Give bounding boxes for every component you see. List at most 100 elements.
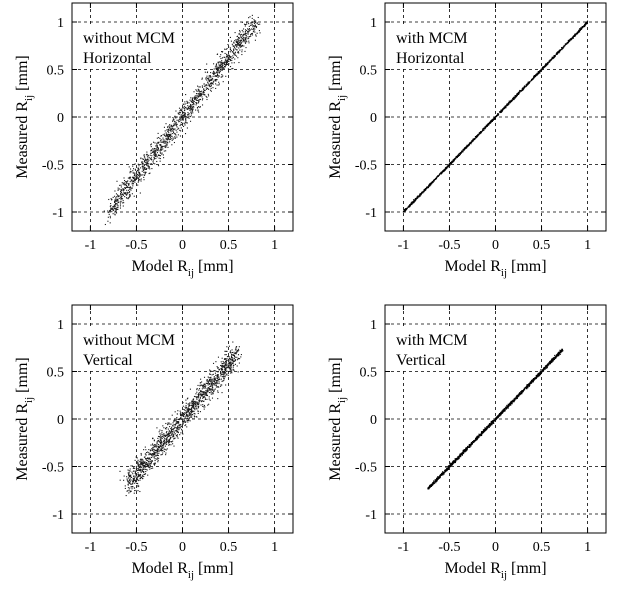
data-point xyxy=(133,178,134,179)
data-point xyxy=(227,59,228,60)
data-point xyxy=(189,116,190,117)
data-point xyxy=(166,129,167,130)
data-point xyxy=(129,172,130,173)
data-point xyxy=(199,94,200,95)
data-point xyxy=(405,210,406,211)
data-point xyxy=(134,488,135,489)
data-point xyxy=(156,458,157,459)
data-point xyxy=(146,452,147,453)
data-point xyxy=(515,95,516,96)
data-point xyxy=(231,354,232,355)
data-point xyxy=(129,472,130,473)
data-point xyxy=(162,436,163,437)
data-point xyxy=(213,63,214,64)
data-point xyxy=(211,80,212,81)
data-point xyxy=(228,51,229,52)
data-point xyxy=(167,448,168,449)
y-tick-label: 0.5 xyxy=(47,64,65,79)
data-point xyxy=(166,141,167,142)
data-point xyxy=(230,51,231,52)
data-point xyxy=(204,396,205,397)
data-point xyxy=(240,41,241,42)
data-point xyxy=(168,125,169,126)
data-point xyxy=(224,366,225,367)
data-point xyxy=(221,63,222,64)
data-point xyxy=(442,171,443,172)
data-point xyxy=(126,197,127,198)
data-point xyxy=(166,427,167,428)
data-point xyxy=(146,460,147,461)
data-point xyxy=(200,398,201,399)
data-point xyxy=(124,476,125,477)
data-point xyxy=(160,445,161,446)
data-point xyxy=(130,481,131,482)
data-point xyxy=(246,21,247,22)
data-point xyxy=(150,453,151,454)
data-point xyxy=(219,61,220,62)
data-point xyxy=(169,444,170,445)
data-point xyxy=(194,101,195,102)
data-point xyxy=(177,129,178,130)
data-point xyxy=(243,37,244,38)
data-point xyxy=(137,185,138,186)
data-point xyxy=(141,463,142,464)
data-point xyxy=(147,466,148,467)
data-point xyxy=(128,183,129,184)
data-point xyxy=(131,477,132,478)
data-point xyxy=(566,43,567,44)
data-point xyxy=(179,434,180,435)
data-point xyxy=(158,453,159,454)
data-point xyxy=(515,96,516,97)
data-point xyxy=(168,434,169,435)
data-point xyxy=(204,397,205,398)
data-point xyxy=(238,62,239,63)
data-point xyxy=(192,112,193,113)
data-point xyxy=(172,117,173,118)
data-point xyxy=(567,42,568,43)
data-point xyxy=(168,132,169,133)
data-point xyxy=(228,71,229,72)
data-point xyxy=(584,25,585,26)
data-point xyxy=(142,168,143,169)
data-point xyxy=(547,63,548,64)
data-point xyxy=(200,391,201,392)
data-point xyxy=(153,454,154,455)
data-point xyxy=(198,407,199,408)
data-point xyxy=(166,449,167,450)
data-point xyxy=(150,155,151,156)
data-point xyxy=(138,474,139,475)
data-point xyxy=(134,180,135,181)
data-point xyxy=(235,348,236,349)
data-point xyxy=(147,458,148,459)
data-point xyxy=(204,406,205,407)
data-point xyxy=(136,477,137,478)
data-point xyxy=(196,406,197,407)
data-point xyxy=(172,128,173,129)
data-point xyxy=(441,172,442,173)
data-point xyxy=(164,146,165,147)
data-point xyxy=(166,444,167,445)
data-point xyxy=(168,441,169,442)
panel-annotation: Horizontal xyxy=(83,50,152,67)
data-point xyxy=(143,461,144,462)
data-point xyxy=(203,396,204,397)
data-point xyxy=(210,389,211,390)
data-point xyxy=(551,59,552,60)
data-point xyxy=(166,439,167,440)
data-point xyxy=(117,205,118,206)
data-point xyxy=(192,97,193,98)
data-point xyxy=(174,116,175,117)
data-point xyxy=(132,486,133,487)
data-point xyxy=(184,108,185,109)
data-point xyxy=(178,112,179,113)
data-point xyxy=(146,163,147,164)
data-point xyxy=(258,24,259,25)
data-point xyxy=(457,458,458,459)
data-point xyxy=(242,36,243,37)
data-point xyxy=(196,96,197,97)
data-point xyxy=(182,423,183,424)
data-point xyxy=(232,349,233,350)
data-point xyxy=(159,144,160,145)
data-point xyxy=(241,40,242,41)
